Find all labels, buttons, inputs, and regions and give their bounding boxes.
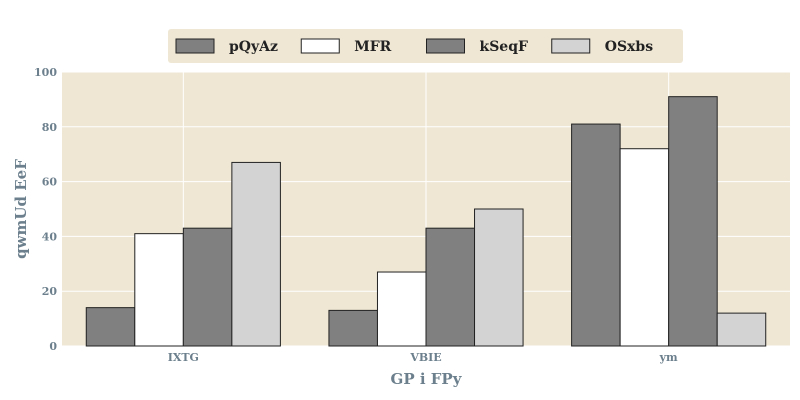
bar-MFR-VBIE xyxy=(376,271,427,347)
bar-OSxbs-ym xyxy=(716,312,767,347)
y-tick-label: 60 xyxy=(42,176,58,189)
bar-pQyAz-IXTG xyxy=(85,307,136,347)
x-tick-label: ym xyxy=(659,351,678,364)
legend-swatch-OSxbs xyxy=(551,38,591,54)
bar-MFR-ym xyxy=(619,148,670,347)
legend: pQyAz MFR kSeqF OSxbs xyxy=(168,29,683,63)
bar-pQyAz-VBIE xyxy=(328,309,378,347)
x-tick-label: IXTG xyxy=(168,351,199,364)
bar-OSxbs-VBIE xyxy=(474,208,524,347)
legend-swatch-pQyAz xyxy=(175,38,215,54)
y-tick-label: 0 xyxy=(49,340,57,353)
x-tick-label: VBIE xyxy=(409,351,441,364)
x-axis-ticks: IXTG VBIE ym xyxy=(168,351,678,364)
legend-label-MFR: MFR xyxy=(354,39,391,55)
legend-label-OSxbs: OSxbs xyxy=(605,39,653,55)
x-axis-title: GP i FPy xyxy=(391,370,463,388)
bar-OSxbs-IXTG xyxy=(231,161,281,347)
legend-swatch-MFR xyxy=(300,38,340,54)
bar-kSeqF-IXTG xyxy=(182,227,233,347)
legend-label-pQyAz: pQyAz xyxy=(229,39,278,55)
bar-kSeqF-ym xyxy=(668,96,718,347)
bar-MFR-IXTG xyxy=(134,233,184,347)
y-tick-label: 20 xyxy=(42,285,58,298)
bar-pQyAz-ym xyxy=(571,123,621,347)
y-tick-label: 100 xyxy=(34,66,57,79)
legend-label-kSeqF: kSeqF xyxy=(480,39,529,55)
legend-swatch-kSeqF xyxy=(426,38,465,54)
y-tick-label: 40 xyxy=(42,230,58,243)
bar-kSeqF-VBIE xyxy=(425,227,476,347)
y-tick-label: 80 xyxy=(42,121,58,134)
y-axis-ticks: 0 20 40 60 80 100 xyxy=(34,66,57,353)
bars xyxy=(85,96,767,347)
legend-background xyxy=(168,29,683,63)
y-axis-title: qwmUd EeF xyxy=(12,159,30,259)
